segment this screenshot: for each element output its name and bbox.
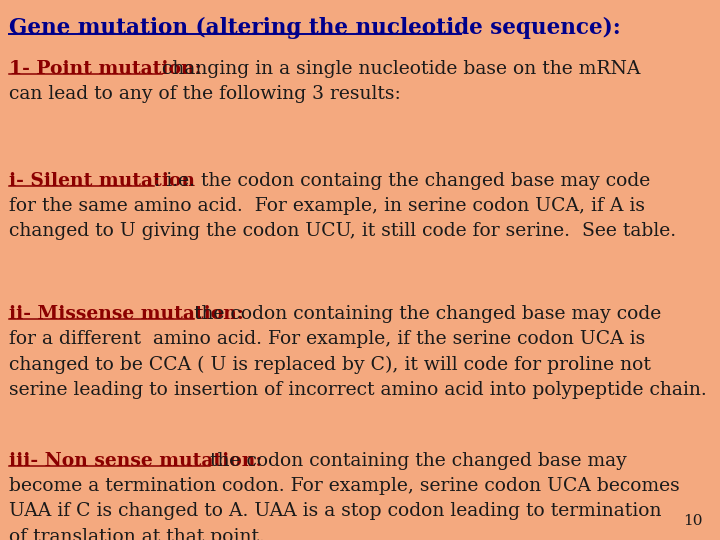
Text: iii- Non sense mutation:: iii- Non sense mutation: <box>9 452 269 470</box>
Text: changed to U giving the codon UCU, it still code for serine.  See table.: changed to U giving the codon UCU, it st… <box>9 222 676 240</box>
Text: changing in a single nucleotide base on the mRNA: changing in a single nucleotide base on … <box>161 60 640 78</box>
Text: Gene mutation (altering the nucleotide sequence):: Gene mutation (altering the nucleotide s… <box>9 17 621 39</box>
Text: serine leading to insertion of incorrect amino acid into polypeptide chain.: serine leading to insertion of incorrect… <box>9 381 707 399</box>
Text: changed to be CCA ( U is replaced by C), it will code for proline not: changed to be CCA ( U is replaced by C),… <box>9 355 651 374</box>
Text: UAA if C is changed to A. UAA is a stop codon leading to termination: UAA if C is changed to A. UAA is a stop … <box>9 503 662 521</box>
Text: for the same amino acid.  For example, in serine codon UCA, if A is: for the same amino acid. For example, in… <box>9 197 645 215</box>
Text: ii- Missense mutation:: ii- Missense mutation: <box>9 305 251 323</box>
Text: of translation at that point.: of translation at that point. <box>9 528 265 540</box>
Text: become a termination codon. For example, serine codon UCA becomes: become a termination codon. For example,… <box>9 477 680 495</box>
Text: the codon containing the changed base may: the codon containing the changed base ma… <box>210 452 626 470</box>
Text: can lead to any of the following 3 results:: can lead to any of the following 3 resul… <box>9 85 401 103</box>
Text: : i.e. the codon containg the changed base may code: : i.e. the codon containg the changed ba… <box>153 172 650 190</box>
Text: 10: 10 <box>683 514 703 528</box>
Text: 1- Point mutation:: 1- Point mutation: <box>9 60 208 78</box>
Text: for a different  amino acid. For example, if the serine codon UCA is: for a different amino acid. For example,… <box>9 330 645 348</box>
Text: the codon containing the changed base may code: the codon containing the changed base ma… <box>194 305 661 323</box>
Text: i- Silent mutation: i- Silent mutation <box>9 172 195 190</box>
